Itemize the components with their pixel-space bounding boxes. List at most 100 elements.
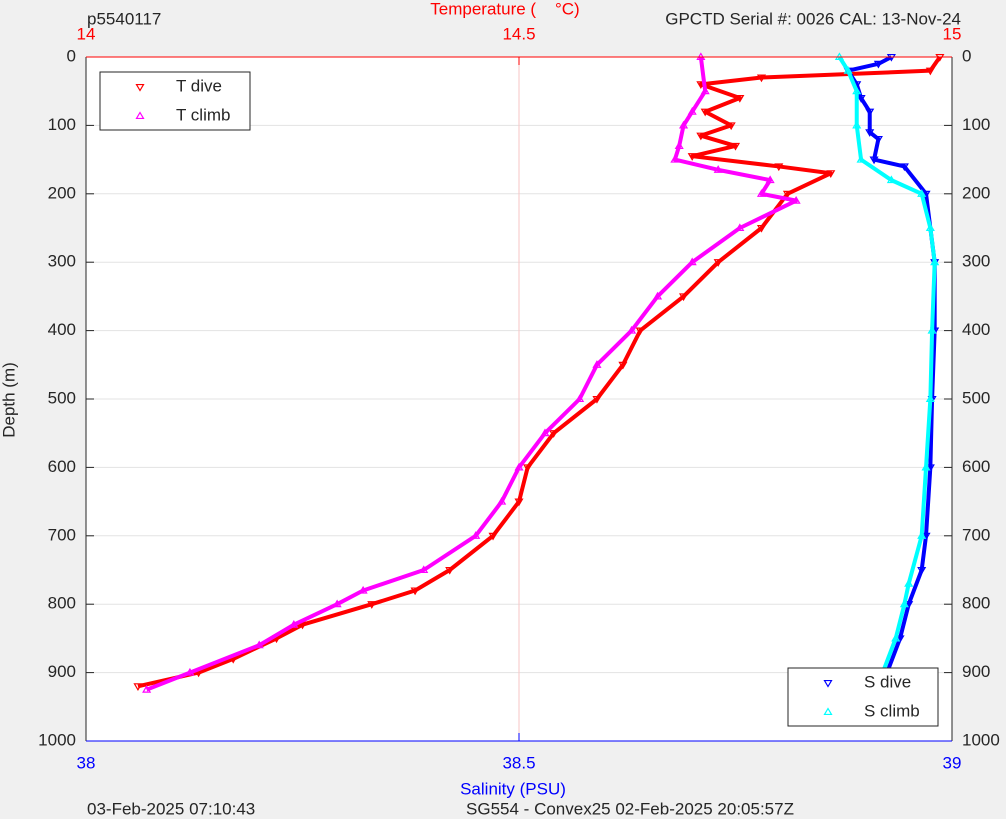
marker xyxy=(488,532,498,541)
chart-title: p5540117 xyxy=(87,9,161,28)
marker xyxy=(843,65,853,74)
marker xyxy=(696,132,706,141)
marker xyxy=(925,394,935,403)
y-tick-label: 700 xyxy=(48,525,76,544)
y2-tick-label: 0 xyxy=(962,46,971,65)
footer-left: 03-Feb-2025 07:10:43 xyxy=(87,799,255,818)
y-axis-label: Depth (m) xyxy=(0,362,18,438)
marker xyxy=(782,190,793,199)
marker xyxy=(700,86,710,95)
marker xyxy=(419,565,429,574)
marker xyxy=(852,86,862,95)
x-tick-label: 39 xyxy=(943,753,962,772)
x-tick-label: 38 xyxy=(77,753,96,772)
y2-tick-label: 700 xyxy=(962,525,990,544)
y2-tick-label: 200 xyxy=(962,183,990,202)
marker xyxy=(834,52,844,61)
y-tick-label: 300 xyxy=(48,252,76,271)
marker xyxy=(627,325,637,334)
marker xyxy=(523,464,533,473)
legend-label: S dive xyxy=(864,672,911,691)
marker xyxy=(774,163,784,172)
marker xyxy=(735,223,745,232)
y-tick-label: 800 xyxy=(48,594,76,613)
marker xyxy=(756,224,767,233)
marker xyxy=(514,498,524,507)
marker xyxy=(899,163,909,172)
marker xyxy=(700,108,710,117)
marker xyxy=(713,259,723,267)
y2-tick-label: 500 xyxy=(962,388,990,407)
marker xyxy=(873,60,883,69)
y2-tick-label: 100 xyxy=(962,115,990,134)
marker xyxy=(678,293,689,302)
marker xyxy=(713,165,723,173)
marker xyxy=(791,195,801,204)
marker xyxy=(445,566,455,575)
marker xyxy=(670,154,680,163)
x2-tick-label: 15 xyxy=(943,24,962,43)
marker xyxy=(133,683,143,691)
marker xyxy=(575,394,585,403)
y2-tick-label: 900 xyxy=(962,662,990,681)
marker xyxy=(865,108,875,117)
y2-tick-label: 800 xyxy=(962,594,990,613)
marker xyxy=(358,585,368,594)
legend-box xyxy=(787,667,939,727)
marker xyxy=(696,52,706,61)
x2-tick-label: 14.5 xyxy=(502,24,535,43)
y2-tick-label: 1000 xyxy=(962,730,1000,749)
marker xyxy=(726,122,736,131)
marker xyxy=(891,633,901,642)
marker xyxy=(730,142,741,151)
marker xyxy=(856,94,866,103)
profile-line xyxy=(145,56,799,692)
marker xyxy=(497,496,507,505)
y2-tick-label: 400 xyxy=(962,320,990,339)
marker xyxy=(921,462,931,471)
legend-box xyxy=(99,71,251,131)
chart-subtitle: GPCTD Serial #: 0026 CAL: 13-Nov-24 xyxy=(665,9,961,28)
marker xyxy=(289,620,299,628)
marker xyxy=(925,223,935,232)
marker xyxy=(635,327,645,336)
legend-marker xyxy=(823,679,833,688)
marker xyxy=(826,170,836,178)
marker xyxy=(925,67,935,76)
marker xyxy=(756,74,767,83)
y-tick-label: 900 xyxy=(48,662,76,681)
legend-marker xyxy=(135,111,145,120)
y-tick-label: 100 xyxy=(48,115,76,134)
x2-tick-label: 14 xyxy=(77,24,96,43)
y-tick-label: 500 xyxy=(48,388,76,407)
marker xyxy=(592,360,602,368)
marker xyxy=(410,587,420,596)
marker xyxy=(899,599,909,608)
legend-label: T climb xyxy=(176,105,230,124)
marker xyxy=(886,175,896,184)
marker xyxy=(332,599,342,608)
marker xyxy=(142,685,152,693)
marker xyxy=(852,120,862,129)
marker xyxy=(674,141,684,149)
marker xyxy=(869,156,879,165)
marker xyxy=(765,175,775,184)
marker xyxy=(653,291,663,300)
marker xyxy=(367,601,377,609)
marker xyxy=(549,430,559,438)
footer-center: SG554 - Convex25 02-Feb-2025 20:05:57Z xyxy=(466,799,794,818)
marker xyxy=(886,53,896,62)
marker xyxy=(756,189,767,197)
marker xyxy=(687,107,697,115)
profile-line xyxy=(137,55,942,689)
marker xyxy=(930,257,940,266)
legend-label: S climb xyxy=(864,701,920,720)
marker xyxy=(618,361,628,370)
x2-axis-label: Temperature ( °C) xyxy=(430,0,579,18)
marker xyxy=(678,120,689,129)
y-tick-label: 0 xyxy=(67,46,76,65)
legend-marker xyxy=(135,83,145,92)
marker xyxy=(687,153,697,161)
marker xyxy=(856,154,866,163)
